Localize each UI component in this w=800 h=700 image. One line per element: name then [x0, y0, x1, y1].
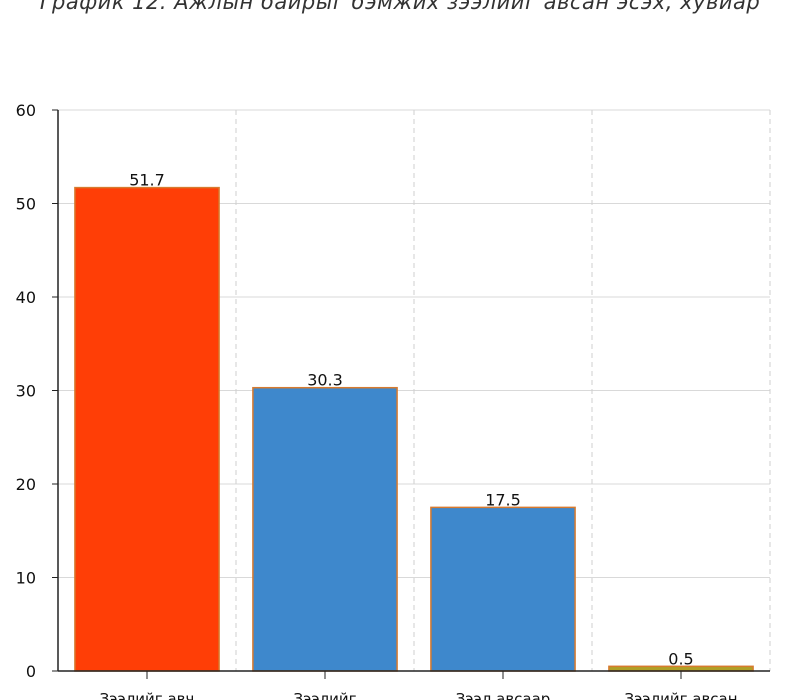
y-tick-label: 40 [16, 288, 36, 307]
x-tick-label: Зээлийг авч [100, 690, 195, 700]
chart-title: График 12. Ажлын байрыг бэмжих зээлийг а… [39, 0, 761, 14]
y-tick-label: 0 [26, 662, 36, 681]
grid-lines [58, 109, 771, 671]
data-label: 17.5 [485, 490, 521, 509]
x-tick-label: Зээлийг [293, 690, 356, 700]
data-label: 0.5 [668, 649, 693, 668]
y-tick-label: 30 [16, 382, 36, 401]
axes [52, 109, 770, 679]
bars [74, 186, 754, 672]
y-tick-label: 20 [16, 475, 36, 494]
labels: 51.7 Зээлийг авч 30.3 Зээлийг 17.5 Зээл авсаа… [16, 101, 738, 700]
bar [252, 386, 398, 672]
data-label: 51.7 [129, 171, 165, 190]
x-tick-label: Зээл авсаар [456, 690, 551, 700]
x-tick-label: Зээлийг авсан [624, 690, 737, 700]
y-tick-label: 10 [16, 569, 36, 588]
bar [430, 506, 576, 672]
y-tick-label: 60 [16, 101, 36, 120]
data-label: 30.3 [307, 371, 343, 390]
y-tick-label: 50 [16, 195, 36, 214]
bar [74, 186, 220, 672]
